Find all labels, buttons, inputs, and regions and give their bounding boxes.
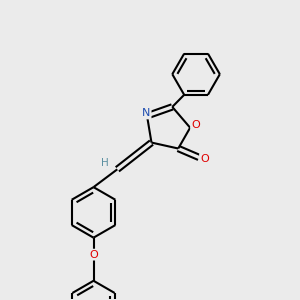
- Text: N: N: [142, 108, 151, 118]
- Text: H: H: [101, 158, 109, 168]
- Text: O: O: [89, 250, 98, 260]
- Text: O: O: [191, 120, 200, 130]
- Text: O: O: [200, 154, 209, 164]
